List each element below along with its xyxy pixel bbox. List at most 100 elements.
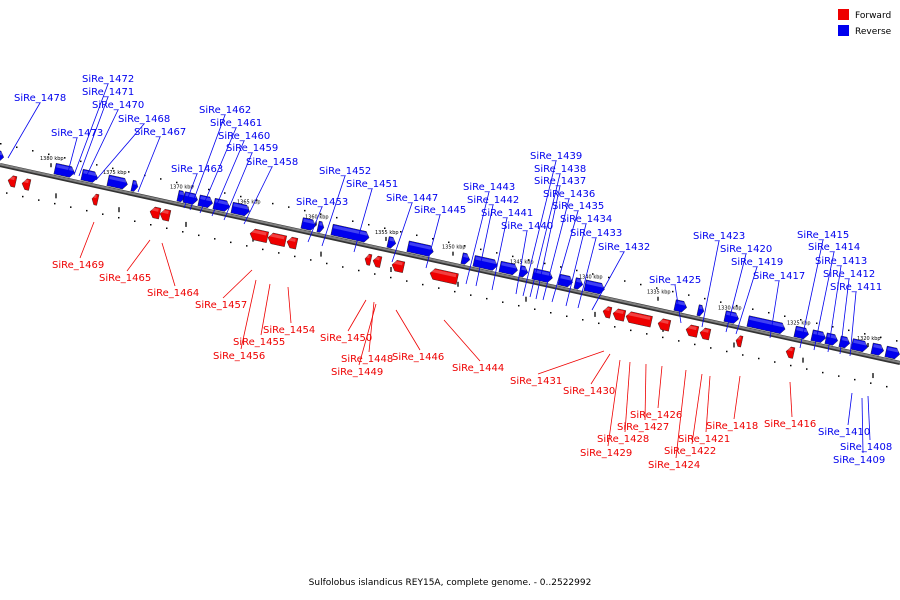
gene-arrow: [182, 191, 198, 205]
gene-label: SiRe_1455: [233, 337, 285, 348]
gene-label: SiRe_1414: [808, 242, 860, 253]
gene-arrow: [106, 174, 128, 190]
gene-label: SiRe_1450: [320, 333, 372, 344]
gene-arrow: [696, 304, 705, 317]
gene-label: SiRe_1451: [346, 179, 398, 190]
gene-label: SiRe_1478: [14, 93, 66, 104]
gene-label: SiRe_1423: [693, 231, 745, 242]
legend-swatch: [838, 25, 849, 36]
gene-label: SiRe_1471: [82, 87, 134, 98]
gene-arrow: [7, 175, 18, 188]
gene-label: SiRe_1459: [226, 143, 278, 154]
gene-arrow: [657, 318, 672, 332]
gene-arrow: [406, 240, 434, 257]
gene-arrow: [557, 273, 573, 288]
gene-label: SiRe_1470: [92, 100, 144, 111]
gene-label: SiRe_1456: [213, 351, 265, 362]
gene-label: SiRe_1440: [501, 221, 553, 232]
gene-arrow: [80, 168, 98, 183]
gene-arrow: [91, 193, 100, 206]
gene-label: SiRe_1420: [720, 244, 772, 255]
gene-label: SiRe_1432: [598, 242, 650, 253]
gene-label: SiRe_1416: [764, 419, 816, 430]
gene-label: SiRe_1449: [331, 367, 383, 378]
gene-label: SiRe_1447: [386, 193, 438, 204]
gene-label: SiRe_1462: [199, 105, 251, 116]
gene-label: SiRe_1419: [731, 257, 783, 268]
gene-label: SiRe_1426: [630, 410, 682, 421]
gene-label: SiRe_1472: [82, 74, 134, 85]
gene-arrow: [0, 149, 5, 163]
tick-label: 1355 kbp: [375, 230, 399, 236]
gene-arrow: [286, 236, 299, 250]
tick-label: 1360 kbp: [305, 214, 329, 220]
gene-label: SiRe_1453: [296, 197, 348, 208]
gene-arrow: [364, 253, 373, 266]
tick-label: 1320 kbp: [857, 336, 881, 342]
gene-arrow: [838, 335, 851, 349]
gene-arrow: [267, 232, 287, 247]
legend-swatch: [838, 9, 849, 20]
gene-label: SiRe_1458: [246, 157, 298, 168]
gene-label: SiRe_1422: [664, 446, 716, 457]
gene-arrow: [573, 277, 584, 290]
gene-arrow: [316, 220, 325, 233]
gene-label: SiRe_1473: [51, 128, 103, 139]
gene-label: SiRe_1412: [823, 269, 875, 280]
tick-label: 1380 kbp: [40, 156, 64, 162]
gene-label: SiRe_1454: [263, 325, 315, 336]
gene-arrow: [429, 268, 459, 285]
tick-label: 1350 kbp: [442, 245, 466, 251]
tick-label: 1340 kbp: [579, 275, 603, 281]
gene-arrow: [159, 208, 172, 222]
gene-arrow: [884, 345, 900, 360]
gene-arrow: [21, 178, 32, 191]
label-leader-lines: [7, 83, 871, 459]
gene-label: SiRe_1421: [678, 434, 730, 445]
tick-label: 1325 kbp: [787, 320, 811, 326]
gene-label: SiRe_1444: [452, 363, 504, 374]
gene-label: SiRe_1468: [118, 114, 170, 125]
gene-label: SiRe_1460: [218, 131, 270, 142]
gene-label: SiRe_1430: [563, 386, 615, 397]
gene-labels: SiRe_1478 SiRe_1473 SiRe_1472 SiRe_1471 SiRe…: [14, 74, 892, 471]
gene-arrow: [735, 335, 744, 348]
gene-label: SiRe_1436: [543, 189, 595, 200]
gene-label: SiRe_1428: [597, 434, 649, 445]
gene-label: SiRe_1467: [134, 127, 186, 138]
gene-arrow: [602, 306, 613, 319]
map-caption: Sulfolobus islandicus REY15A, complete g…: [308, 578, 592, 588]
gene-label: SiRe_1425: [649, 275, 701, 286]
legend: Forward Reverse: [838, 9, 892, 37]
gene-label: SiRe_1465: [99, 273, 151, 284]
gene-arrow: [785, 346, 796, 359]
dotted-guide-lines: [0, 143, 898, 388]
gene-label: SiRe_1411: [830, 282, 882, 293]
gene-label: SiRe_1443: [463, 182, 515, 193]
gene-label: SiRe_1417: [753, 271, 805, 282]
gene-arrow: [723, 310, 739, 324]
gene-label: SiRe_1441: [481, 208, 533, 219]
gene-label: SiRe_1413: [815, 256, 867, 267]
gene-label: SiRe_1424: [648, 460, 700, 471]
gene-label: SiRe_1418: [706, 421, 758, 432]
gene-arrow: [870, 342, 884, 356]
gene-label: SiRe_1434: [560, 214, 612, 225]
gene-arrow: [498, 260, 518, 276]
gene-label: SiRe_1427: [617, 422, 669, 433]
genome-backbone: [0, 162, 900, 366]
gene-label: SiRe_1442: [467, 195, 519, 206]
tick-label: 1330 kbp: [718, 305, 742, 311]
gene-arrow: [746, 315, 786, 334]
gene-arrow: [824, 332, 838, 346]
gene-label: SiRe_1439: [530, 151, 582, 162]
gene-label: SiRe_1437: [534, 176, 586, 187]
gene-label: SiRe_1435: [552, 201, 604, 212]
legend-label: Reverse: [855, 27, 892, 37]
gene-label: SiRe_1452: [319, 166, 371, 177]
gene-label: SiRe_1431: [510, 376, 562, 387]
gene-arrow: [372, 255, 383, 268]
gene-arrow: [249, 228, 269, 243]
gene-arrow: [625, 311, 653, 328]
gene-label: SiRe_1438: [534, 164, 586, 175]
